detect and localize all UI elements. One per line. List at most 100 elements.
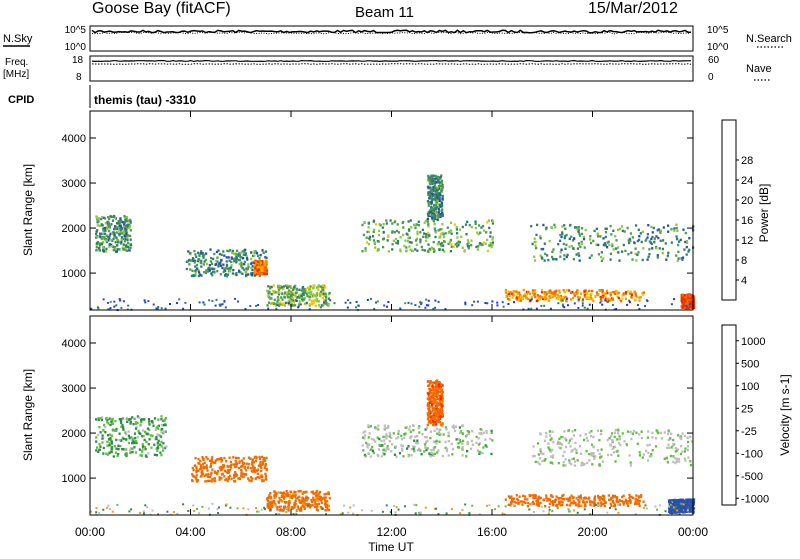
power-cell (287, 292, 290, 295)
power-cell (194, 271, 197, 275)
velocity-cell (650, 453, 653, 456)
power-cell (113, 232, 116, 235)
power-cell (111, 239, 114, 243)
power-cell (570, 298, 573, 301)
velocity-cell (233, 473, 236, 477)
velocity-cell (300, 509, 303, 512)
velocity-cell (563, 430, 566, 433)
power-cell (96, 306, 99, 309)
velocity-cell (675, 500, 678, 503)
power-cell (298, 296, 302, 299)
power-cell (366, 230, 369, 234)
power-cell (289, 285, 292, 288)
power-cell (197, 274, 200, 278)
power-cell (432, 186, 435, 189)
power-cell (230, 257, 234, 260)
power-cell (250, 266, 253, 270)
power-cell (120, 240, 123, 244)
velocity-cell (267, 496, 270, 499)
velocity-cell (515, 501, 518, 504)
velocity-cell (451, 425, 454, 429)
power-cell (681, 297, 684, 300)
power-cell (278, 304, 281, 307)
power-cell (365, 236, 368, 239)
velocity-cell (693, 498, 696, 501)
velocity-cell (429, 413, 432, 417)
velocity-cell (313, 501, 316, 504)
velocity-cell (206, 457, 209, 461)
power-cell (129, 229, 132, 232)
velocity-cell (507, 503, 510, 506)
velocity-cell (210, 480, 213, 483)
velocity-cell (470, 439, 473, 443)
velocity-cell (676, 499, 679, 502)
velocity-cell (436, 383, 439, 386)
velocity-cell (191, 466, 194, 470)
power-cell (464, 301, 467, 304)
power-cell (301, 286, 304, 290)
velocity-cell (131, 450, 134, 454)
velocity-cell (535, 503, 538, 506)
velocity-cell (578, 496, 582, 500)
power-cell (129, 221, 132, 224)
velocity-cell (424, 506, 427, 509)
velocity-cell (489, 437, 492, 441)
power-cell (217, 249, 220, 252)
power-cell (239, 251, 242, 254)
power-cell (535, 307, 538, 310)
velocity-cell (325, 504, 329, 507)
power-cell (284, 284, 287, 287)
velocity-cell (428, 410, 431, 413)
power-cell (535, 246, 538, 250)
power-cell (324, 294, 327, 297)
velocity-cell (608, 498, 611, 502)
velocity-cell (631, 432, 634, 435)
velocity-cell (600, 432, 603, 436)
velocity-cell (691, 502, 694, 505)
velocity-cell (548, 430, 551, 433)
velocity-cell (539, 432, 542, 435)
velocity-cell (301, 496, 304, 499)
power-cell (557, 296, 560, 299)
velocity-cell (675, 499, 678, 502)
velocity-cell (98, 448, 101, 451)
power-cell (236, 253, 239, 257)
power-cell (552, 293, 556, 296)
power-cell (561, 225, 564, 228)
freq-left-tick-top: 18 (72, 55, 84, 66)
velocity-cell (256, 476, 259, 479)
power-cell (656, 256, 659, 259)
velocity-cell (439, 390, 442, 394)
power-cell (256, 269, 259, 272)
velocity-cell (674, 461, 677, 465)
power-cell (636, 239, 639, 243)
power-cell (367, 230, 370, 233)
power-cell (589, 238, 592, 241)
velocity-cell (140, 421, 143, 424)
power-cell (588, 289, 591, 293)
power-cell (688, 248, 691, 252)
power-cell (543, 304, 546, 307)
velocity-cell (439, 415, 442, 418)
power-cell (601, 289, 604, 292)
power-cell (434, 196, 437, 200)
power-cell (533, 259, 537, 262)
velocity-cell (439, 396, 442, 399)
velocity-cell (432, 420, 435, 423)
velocity-cell (274, 491, 277, 494)
power-colorbar-label: Power [dB] (757, 184, 771, 243)
velocity-cell (160, 445, 163, 448)
velocity-cell (667, 432, 670, 436)
velocity-cell (256, 510, 259, 513)
power-cell (600, 299, 603, 303)
velocity-cell (584, 504, 587, 508)
velocity-cell (482, 431, 485, 434)
velocity-cell (294, 499, 297, 503)
power-cell (105, 239, 108, 242)
power-cell (310, 292, 313, 296)
power-cell (200, 274, 203, 277)
velocity-cell (210, 458, 213, 461)
power-cell (243, 260, 246, 264)
power-cell (240, 265, 243, 268)
power-cell (464, 223, 468, 226)
